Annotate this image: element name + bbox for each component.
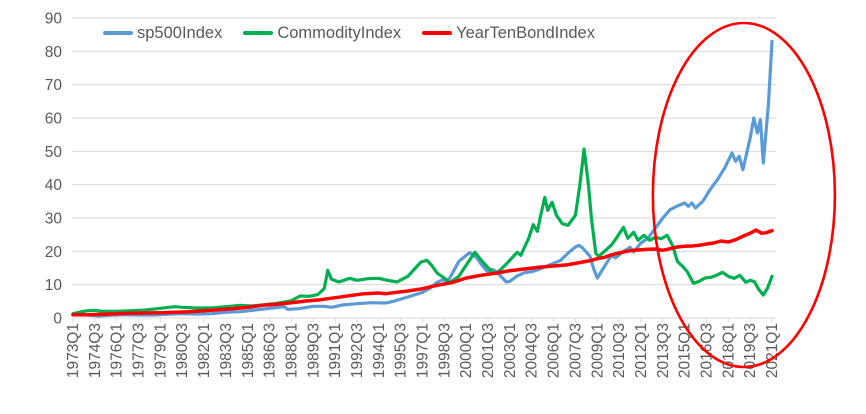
x-tick-label: 2004Q3 (524, 323, 541, 378)
y-tick-label: 20 (45, 244, 63, 261)
x-tick-label: 2010Q3 (611, 323, 628, 378)
legend-label: sp500Index (137, 23, 223, 42)
y-tick-label: 30 (45, 211, 63, 228)
gridlines (72, 17, 776, 319)
series-line-sp500Index[interactable] (71, 39, 774, 318)
legend-label: CommodityIndex (277, 23, 402, 42)
x-tick-label: 2013Q3 (655, 323, 672, 378)
y-axis-labels: 0 10 20 30 40 50 60 70 80 90 (45, 11, 63, 328)
x-tick-label: 1998Q3 (436, 323, 453, 378)
y-tick-label: 90 (45, 11, 63, 28)
x-tick-label: 2007Q3 (567, 323, 584, 378)
x-tick-label: 2012Q1 (633, 323, 650, 378)
legend-swatch-sp500Index (103, 31, 133, 35)
y-tick-label: 50 (45, 144, 63, 161)
legend-swatch-CommodityIndex (243, 31, 274, 35)
annotation-ellipse[interactable] (651, 21, 837, 369)
x-axis-labels: 1973Q1 1974Q3 1976Q1 1977Q3 1979Q1 1980Q3 1982… (65, 323, 781, 378)
y-tick-label: 80 (45, 44, 63, 61)
x-tick-label: 1997Q1 (415, 323, 432, 378)
x-tick-label: 1977Q3 (131, 323, 148, 378)
legend-label: YearTenBondIndex (456, 23, 595, 42)
x-tick-label: 1973Q1 (65, 323, 82, 378)
y-tick-label: 60 (45, 111, 63, 128)
x-tick-label: 2001Q3 (480, 323, 497, 378)
x-tick-label: 2019Q3 (742, 323, 759, 378)
x-tick-label: 1979Q1 (152, 323, 169, 378)
series-line-YearTenBondIndex[interactable] (71, 228, 774, 317)
x-tick-label: 2018Q1 (720, 323, 737, 378)
x-tick-label: 2009Q1 (589, 323, 606, 378)
series-lines (71, 39, 774, 318)
legend-item-sp500Index[interactable]: sp500Index (103, 24, 222, 43)
legend-swatch-YearTenBondIndex (422, 31, 453, 35)
x-tick-label: 1985Q1 (240, 323, 257, 378)
x-tick-label: 1986Q3 (262, 323, 279, 378)
x-tick-label: 2003Q1 (502, 323, 519, 378)
x-tick-label: 1980Q3 (174, 323, 191, 378)
x-tick-label: 1988Q1 (283, 323, 300, 378)
x-tick-label: 1982Q1 (196, 323, 213, 378)
x-tick-label: 2015Q1 (677, 323, 694, 378)
x-tick-label: 1992Q3 (349, 323, 366, 378)
x-tick-label: 1994Q1 (371, 323, 388, 378)
y-tick-label: 0 (53, 311, 62, 328)
x-tick-label: 2006Q1 (546, 323, 563, 378)
y-tick-label: 10 (45, 277, 63, 294)
x-axis-tick-marks (72, 318, 773, 322)
legend-item-CommodityIndex[interactable]: CommodityIndex (243, 24, 401, 43)
x-tick-label: 1976Q1 (109, 323, 126, 378)
x-tick-label: 2021Q1 (764, 323, 781, 378)
x-tick-label: 1989Q3 (305, 323, 322, 378)
chart-legend: sp500Index CommodityIndex YearTenBondIndex (103, 23, 595, 43)
y-tick-label: 70 (45, 77, 63, 94)
x-tick-label: 1991Q1 (327, 323, 344, 378)
x-tick-label: 1974Q3 (87, 323, 104, 378)
y-tick-label: 40 (45, 177, 63, 194)
x-tick-label: 2000Q1 (458, 323, 475, 378)
x-tick-label: 1983Q3 (218, 323, 235, 378)
x-tick-label: 1995Q3 (393, 323, 410, 378)
annotation-layer (651, 21, 837, 369)
legend-item-YearTenBondIndex[interactable]: YearTenBondIndex (422, 24, 595, 43)
